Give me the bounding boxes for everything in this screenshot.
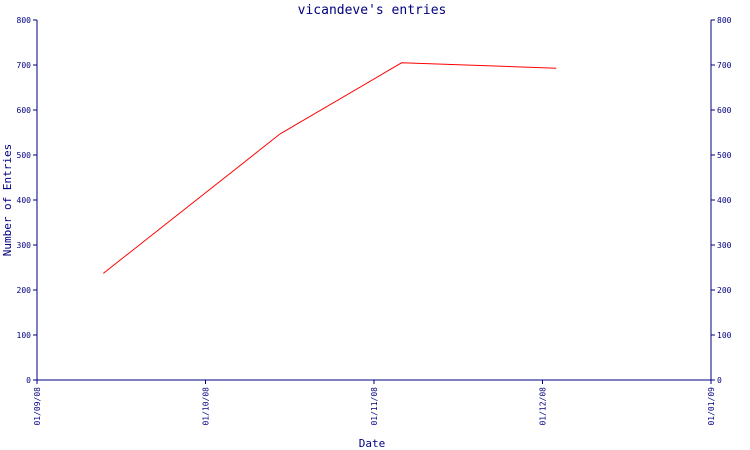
y-tick-label-left-2: 200 xyxy=(17,286,32,295)
x-tick-label-0: 01/09/08 xyxy=(33,387,42,426)
series-group xyxy=(102,62,557,274)
x-tick-label-3: 01/12/08 xyxy=(539,387,548,426)
y-tick-label-right-2: 200 xyxy=(717,286,732,295)
plot-area xyxy=(36,20,712,381)
y-tick-label-right-3: 300 xyxy=(717,241,732,250)
y-tick-label-right-0: 0 xyxy=(717,376,722,385)
y-tick-label-right-5: 500 xyxy=(717,151,732,160)
x-tick-label-2: 01/11/08 xyxy=(370,387,379,426)
y-tick-label-right-1: 100 xyxy=(717,331,732,340)
x-tick-label-1: 01/10/08 xyxy=(202,387,211,426)
y-tick-label-left-4: 400 xyxy=(17,196,32,205)
y-axis-label: Number of Entries xyxy=(1,144,14,257)
series-line-0 xyxy=(102,62,557,274)
x-axis-label: Date xyxy=(359,437,386,450)
x-axis-ticks: 01/09/08 01/10/08 01/11/08 01/12/08 01/01/09 xyxy=(33,380,716,426)
y-tick-label-left-6: 600 xyxy=(17,106,32,115)
y-tick-label-left-8: 800 xyxy=(17,16,32,25)
y-tick-label-right-6: 600 xyxy=(717,106,732,115)
y-tick-label-left-3: 300 xyxy=(17,241,32,250)
y-tick-label-right-4: 400 xyxy=(717,196,732,205)
chart-title: vicandeve's entries xyxy=(298,3,447,18)
y-tick-label-left-1: 100 xyxy=(17,331,32,340)
y-axis-ticks: 0 0 100 100 200 200 300 300 400 400 500 500 600 600 70… xyxy=(17,16,732,385)
y-tick-label-left-0: 0 xyxy=(26,376,31,385)
y-tick-label-right-7: 700 xyxy=(717,61,732,70)
x-tick-label-4: 01/01/09 xyxy=(707,387,716,426)
y-tick-label-right-8: 800 xyxy=(717,16,732,25)
y-tick-label-left-7: 700 xyxy=(17,61,32,70)
y-tick-label-left-5: 500 xyxy=(17,151,32,160)
